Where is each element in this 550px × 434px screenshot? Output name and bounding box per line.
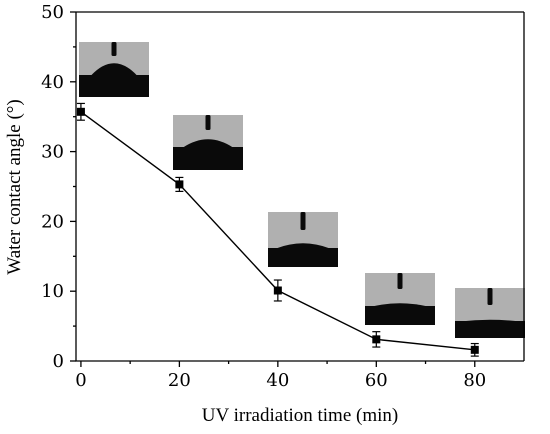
dispensing-needle bbox=[487, 288, 493, 305]
x-axis-title: UV irradiation time (min) bbox=[202, 405, 398, 426]
droplet-inset bbox=[268, 212, 338, 267]
data-point bbox=[273, 286, 282, 295]
substrate bbox=[268, 248, 338, 267]
y-tick-label: 10 bbox=[41, 281, 64, 302]
dispensing-needle bbox=[111, 42, 117, 56]
water-droplet bbox=[183, 139, 233, 148]
x-tick-label: 60 bbox=[365, 370, 388, 391]
data-point bbox=[470, 345, 479, 354]
data-point bbox=[372, 335, 381, 344]
water-droplet bbox=[372, 303, 428, 307]
substrate bbox=[365, 306, 435, 325]
x-tick-label: 80 bbox=[463, 370, 486, 391]
substrate bbox=[173, 147, 243, 170]
y-tick-label: 20 bbox=[41, 211, 64, 232]
x-tick-label: 0 bbox=[75, 370, 86, 391]
y-tick-label: 0 bbox=[53, 351, 64, 372]
data-point bbox=[76, 107, 85, 116]
y-tick-label: 30 bbox=[41, 142, 64, 163]
dispensing-needle bbox=[300, 212, 306, 230]
y-axis-title: Water contact angle (°) bbox=[4, 99, 25, 274]
ticks: 0 20 40 60 80 0 10 20 30 40 50 bbox=[41, 2, 486, 391]
substrate bbox=[455, 321, 525, 338]
water-droplet bbox=[460, 319, 520, 322]
y-tick-label: 40 bbox=[41, 72, 64, 93]
y-tick-label: 50 bbox=[41, 2, 64, 23]
substrate bbox=[79, 75, 149, 97]
data-point bbox=[175, 180, 184, 189]
droplet-inset bbox=[173, 115, 243, 170]
water-droplet bbox=[276, 243, 330, 249]
droplet-inset bbox=[455, 288, 525, 338]
water-droplet bbox=[91, 63, 137, 76]
dispensing-needle bbox=[397, 273, 403, 289]
data-series bbox=[76, 102, 479, 357]
droplet-insets bbox=[79, 42, 525, 338]
x-tick-label: 40 bbox=[266, 370, 289, 391]
droplet-inset bbox=[79, 42, 149, 97]
dispensing-needle bbox=[205, 115, 211, 130]
droplet-inset bbox=[365, 273, 435, 325]
x-tick-label: 20 bbox=[168, 370, 191, 391]
